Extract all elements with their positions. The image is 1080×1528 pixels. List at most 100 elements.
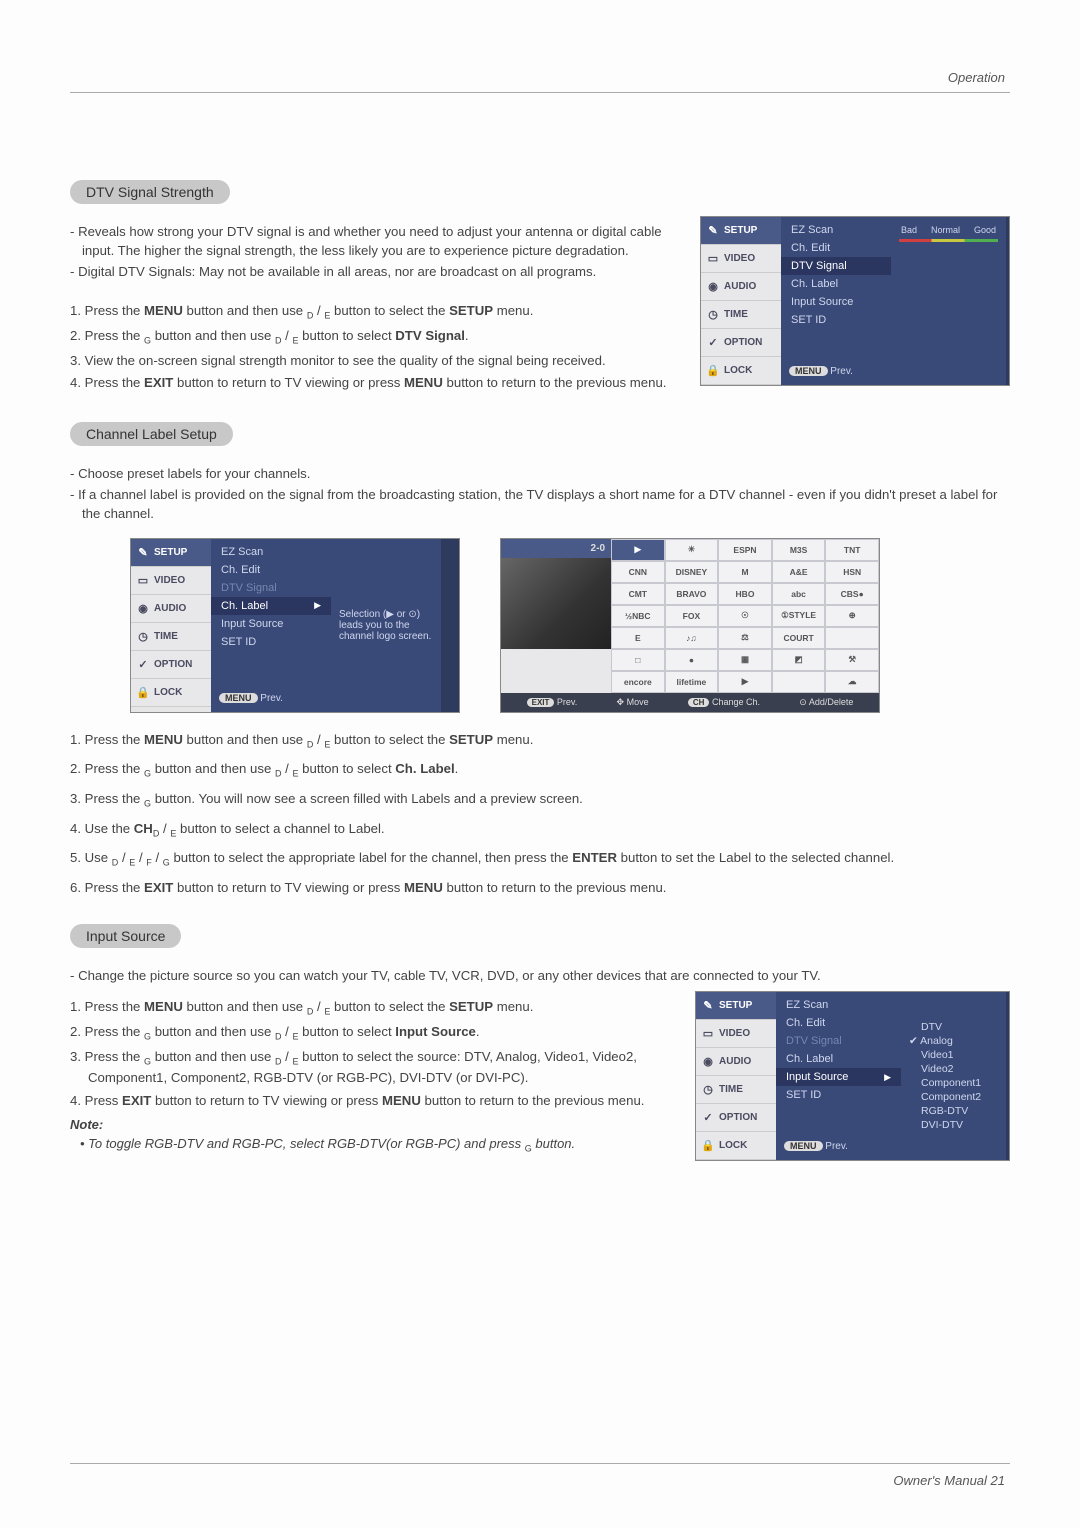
logo-cell[interactable]: TNT xyxy=(825,539,879,561)
signal-bad: Bad xyxy=(901,225,917,235)
step: 2. Press the G button and then use D / E… xyxy=(70,1022,677,1044)
osd-item-selected[interactable]: DTV Signal xyxy=(781,257,891,275)
osd-tab-setup[interactable]: ✎SETUP xyxy=(696,992,776,1020)
osd-item[interactable]: SET ID xyxy=(781,311,891,329)
logo-cell[interactable]: HSN xyxy=(825,561,879,583)
osd-item[interactable]: EZ Scan xyxy=(781,221,891,239)
setup-icon: ✎ xyxy=(701,999,715,1013)
osd-prev[interactable]: MENU Prev. xyxy=(211,689,331,708)
osd-item[interactable]: SET ID xyxy=(776,1086,901,1104)
step: 2. Press the G button and then use D / E… xyxy=(70,326,682,348)
osd-tab-setup[interactable]: ✎SETUP xyxy=(701,217,781,245)
logo-cell[interactable]: encore xyxy=(611,671,665,693)
osd-item[interactable]: Ch. Label xyxy=(776,1050,901,1068)
logo-cell[interactable]: ½NBC xyxy=(611,605,665,627)
logo-cell[interactable]: ⚒ xyxy=(825,649,879,671)
logo-cell[interactable]: ♪♫ xyxy=(665,627,719,649)
step: 3. Press the G button and then use D / E… xyxy=(70,1047,677,1088)
step: 3. View the on-screen signal strength mo… xyxy=(70,351,682,370)
logo-cell[interactable]: abc xyxy=(772,583,826,605)
osd-tab-time[interactable]: ◷TIME xyxy=(696,1076,776,1104)
osd-tab-lock[interactable]: 🔒LOCK xyxy=(131,679,211,707)
logo-cell[interactable]: M3S xyxy=(772,539,826,561)
osd-tab-time[interactable]: ◷TIME xyxy=(131,623,211,651)
logo-cell[interactable] xyxy=(825,627,879,649)
osd-prev[interactable]: MENU Prev. xyxy=(776,1137,901,1156)
logo-cell[interactable]: CNN xyxy=(611,561,665,583)
osd-ch-label: ✎SETUP ▭VIDEO ◉AUDIO ◷TIME ✓OPTION 🔒LOCK… xyxy=(130,538,460,713)
osd-source-list: DTV ✔ Analog Video1 Video2 Component1 Co… xyxy=(901,992,1006,1160)
section-title: Channel Label Setup xyxy=(70,422,233,446)
logo-cell[interactable]: lifetime xyxy=(665,671,719,693)
option-icon: ✓ xyxy=(136,657,150,671)
source-item[interactable]: RGB-DTV xyxy=(909,1105,998,1117)
logo-cell[interactable]: COURT xyxy=(772,627,826,649)
section-channel-label: Channel Label Setup Choose preset labels… xyxy=(70,422,1010,900)
logo-cell[interactable]: M xyxy=(718,561,772,583)
osd-tab-audio[interactable]: ◉AUDIO xyxy=(696,1048,776,1076)
osd-prev[interactable]: MENU Prev. xyxy=(781,362,891,381)
osd-item-selected[interactable]: Ch. Label▶ xyxy=(211,597,331,615)
logo-cell[interactable]: ▶ xyxy=(718,671,772,693)
source-item[interactable]: Video2 xyxy=(909,1063,998,1075)
logo-cell[interactable]: □ xyxy=(611,649,665,671)
section-title: DTV Signal Strength xyxy=(70,180,230,204)
osd-tab-time[interactable]: ◷TIME xyxy=(701,301,781,329)
logo-cell[interactable]: E xyxy=(611,627,665,649)
osd-tab-option[interactable]: ✓OPTION xyxy=(131,651,211,679)
source-item[interactable]: Video1 xyxy=(909,1049,998,1061)
logo-cell[interactable]: CBS● xyxy=(825,583,879,605)
osd-item[interactable]: Ch. Edit xyxy=(781,239,891,257)
source-item[interactable]: Component1 xyxy=(909,1077,998,1089)
osd-item[interactable]: Ch. Edit xyxy=(776,1014,901,1032)
step: 2. Press the G button and then use D / E… xyxy=(70,756,1010,783)
logo-cell[interactable]: ①STYLE xyxy=(772,605,826,627)
source-item-selected[interactable]: ✔ Analog xyxy=(909,1035,998,1047)
osd-item[interactable]: EZ Scan xyxy=(211,543,331,561)
source-item[interactable]: DVI-DTV xyxy=(909,1119,998,1131)
logo-cell[interactable]: DISNEY xyxy=(665,561,719,583)
logo-cell[interactable]: ⚖ xyxy=(718,627,772,649)
osd-item[interactable]: Input Source xyxy=(211,615,331,633)
logo-cell[interactable]: ▦ xyxy=(718,649,772,671)
osd-tab-video[interactable]: ▭VIDEO xyxy=(696,1020,776,1048)
step: 4. Press EXIT button to return to TV vie… xyxy=(70,1091,677,1110)
page-footer: Owner's Manual 21 xyxy=(893,1473,1005,1488)
osd-tab-audio[interactable]: ◉AUDIO xyxy=(131,595,211,623)
logo-cell[interactable]: ● xyxy=(665,649,719,671)
logo-cell[interactable] xyxy=(772,671,826,693)
osd-tab-option[interactable]: ✓OPTION xyxy=(696,1104,776,1132)
osd-item[interactable]: SET ID xyxy=(211,633,331,651)
logo-cell[interactable]: A&E xyxy=(772,561,826,583)
logo-cell[interactable]: ⊕ xyxy=(825,605,879,627)
logo-cell[interactable]: ☁ xyxy=(825,671,879,693)
osd-item[interactable]: DTV Signal xyxy=(211,579,331,597)
osd-tab-lock[interactable]: 🔒LOCK xyxy=(696,1132,776,1160)
osd-tab-option[interactable]: ✓OPTION xyxy=(701,329,781,357)
logo-cell[interactable]: ESPN xyxy=(718,539,772,561)
osd-tab-video[interactable]: ▭VIDEO xyxy=(131,567,211,595)
logo-cell[interactable]: ◩ xyxy=(772,649,826,671)
logo-cell[interactable]: FOX xyxy=(665,605,719,627)
logo-cell[interactable]: CMT xyxy=(611,583,665,605)
osd-item[interactable]: EZ Scan xyxy=(776,996,901,1014)
osd-tab-setup[interactable]: ✎SETUP xyxy=(131,539,211,567)
osd-item[interactable]: Input Source xyxy=(781,293,891,311)
osd-item[interactable]: Ch. Edit xyxy=(211,561,331,579)
logo-cell[interactable]: ☉ xyxy=(718,605,772,627)
osd-item-selected[interactable]: Input Source▶ xyxy=(776,1068,901,1086)
osd-tab-video[interactable]: ▭VIDEO xyxy=(701,245,781,273)
osd-tab-audio[interactable]: ◉AUDIO xyxy=(701,273,781,301)
signal-normal: Normal xyxy=(931,225,960,235)
osd-item[interactable]: DTV Signal xyxy=(776,1032,901,1050)
source-item[interactable]: Component2 xyxy=(909,1091,998,1103)
section-title: Input Source xyxy=(70,924,181,948)
step: 4. Use the CHD / E button to select a ch… xyxy=(70,816,1010,843)
source-item[interactable]: DTV xyxy=(909,1021,998,1033)
osd-item[interactable]: Ch. Label xyxy=(781,275,891,293)
osd-tab-lock[interactable]: 🔒LOCK xyxy=(701,357,781,385)
logo-cell[interactable]: ▶ xyxy=(611,539,665,561)
logo-cell[interactable]: ☀ xyxy=(665,539,719,561)
logo-cell[interactable]: BRAVO xyxy=(665,583,719,605)
logo-cell[interactable]: HBO xyxy=(718,583,772,605)
